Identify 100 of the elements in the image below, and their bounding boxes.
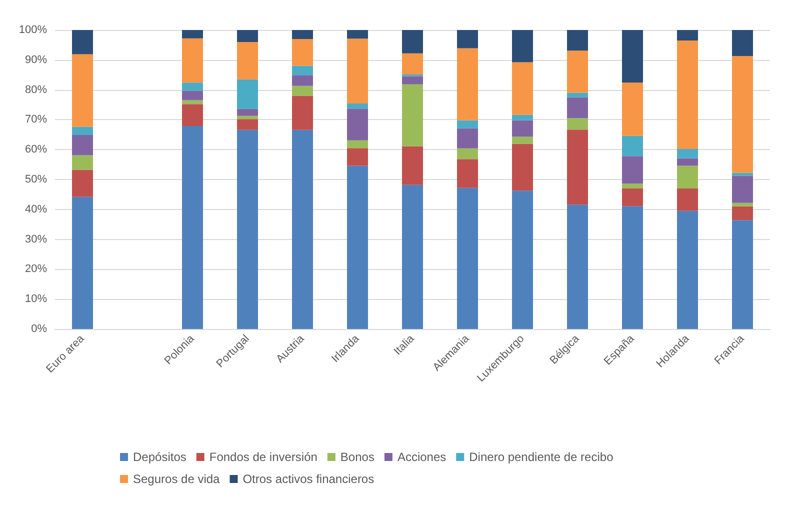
bar (457, 128, 478, 148)
bar (512, 144, 533, 191)
bar (237, 130, 258, 329)
bar (457, 159, 478, 188)
bar (292, 96, 313, 130)
bar (567, 30, 588, 51)
bar (237, 119, 258, 130)
bar (512, 136, 533, 144)
bar (567, 97, 588, 118)
y-tick-label: 10% (24, 293, 48, 306)
bar (182, 38, 203, 83)
bar (347, 148, 368, 166)
bar (512, 30, 533, 62)
bar (677, 40, 698, 149)
bar (622, 136, 643, 156)
bar (677, 149, 698, 158)
y-tick-label: 80% (24, 84, 48, 96)
bar (402, 30, 423, 54)
bar (732, 206, 753, 220)
bar (567, 118, 588, 130)
bar (622, 184, 643, 188)
y-tick-label: 60% (24, 144, 48, 156)
y-tick-label: 30% (24, 233, 48, 246)
bar (182, 104, 203, 126)
bar (237, 116, 258, 120)
bar (512, 190, 533, 329)
bar (292, 75, 313, 86)
bar (457, 148, 478, 160)
bar (292, 130, 313, 329)
bar (292, 66, 313, 76)
bar (237, 79, 258, 109)
bar (347, 104, 368, 109)
bar (622, 206, 643, 329)
bar (72, 196, 93, 329)
bar (402, 84, 423, 146)
bar (292, 38, 313, 66)
legend-label: Bonos (340, 450, 374, 464)
legend-label: Otros activos financieros (242, 472, 374, 486)
y-tick-label: 90% (24, 54, 48, 66)
bar (237, 30, 258, 42)
y-tick-label: 40% (24, 203, 48, 216)
legend-label: Seguros de vida (133, 472, 220, 486)
bar (732, 172, 753, 176)
legend-label: Dinero pendiente de recibo (469, 450, 614, 464)
bar (182, 30, 203, 38)
bar (732, 56, 753, 173)
bar (622, 82, 643, 136)
bar (402, 184, 423, 329)
bar (677, 188, 698, 211)
bar (512, 62, 533, 115)
y-tick-label: 20% (24, 263, 48, 276)
bar (292, 30, 313, 39)
bar (72, 126, 93, 135)
bar (402, 53, 423, 75)
y-tick-label: 0% (31, 323, 48, 335)
legend-label: Depósitos (133, 450, 186, 464)
bar (732, 176, 753, 203)
bar (622, 188, 643, 206)
bar (182, 90, 203, 100)
bar (567, 130, 588, 205)
bar (622, 30, 643, 83)
bar (72, 30, 93, 54)
bar (402, 146, 423, 185)
bar (677, 158, 698, 166)
bar (347, 30, 368, 39)
bar (457, 30, 478, 48)
bar (677, 30, 698, 40)
bar (622, 156, 643, 184)
bar (237, 42, 258, 80)
bar (512, 114, 533, 120)
bar (347, 166, 368, 329)
bar (512, 120, 533, 137)
bar (72, 54, 93, 127)
bar (72, 134, 93, 156)
bar (182, 82, 203, 91)
bar (292, 86, 313, 96)
bar (567, 50, 588, 93)
y-tick-label: 50% (24, 174, 48, 186)
bar (347, 38, 368, 104)
bar (732, 202, 753, 206)
bar (457, 48, 478, 120)
bar (732, 220, 753, 329)
bar (677, 210, 698, 329)
bar (347, 140, 368, 148)
bar (402, 76, 423, 84)
bar (182, 126, 203, 329)
bar (567, 92, 588, 98)
y-tick-label: 70% (24, 114, 48, 126)
bar (732, 30, 753, 56)
bar (457, 188, 478, 329)
bar (182, 100, 203, 104)
bar (567, 204, 588, 329)
legend-label: Acciones (397, 450, 446, 464)
bar (347, 108, 368, 140)
bar (72, 170, 93, 197)
bar (677, 166, 698, 188)
legend-label: Fondos de inversión (209, 450, 318, 464)
y-tick-label: 100% (18, 24, 48, 36)
bar (72, 155, 93, 170)
bar (237, 108, 258, 116)
